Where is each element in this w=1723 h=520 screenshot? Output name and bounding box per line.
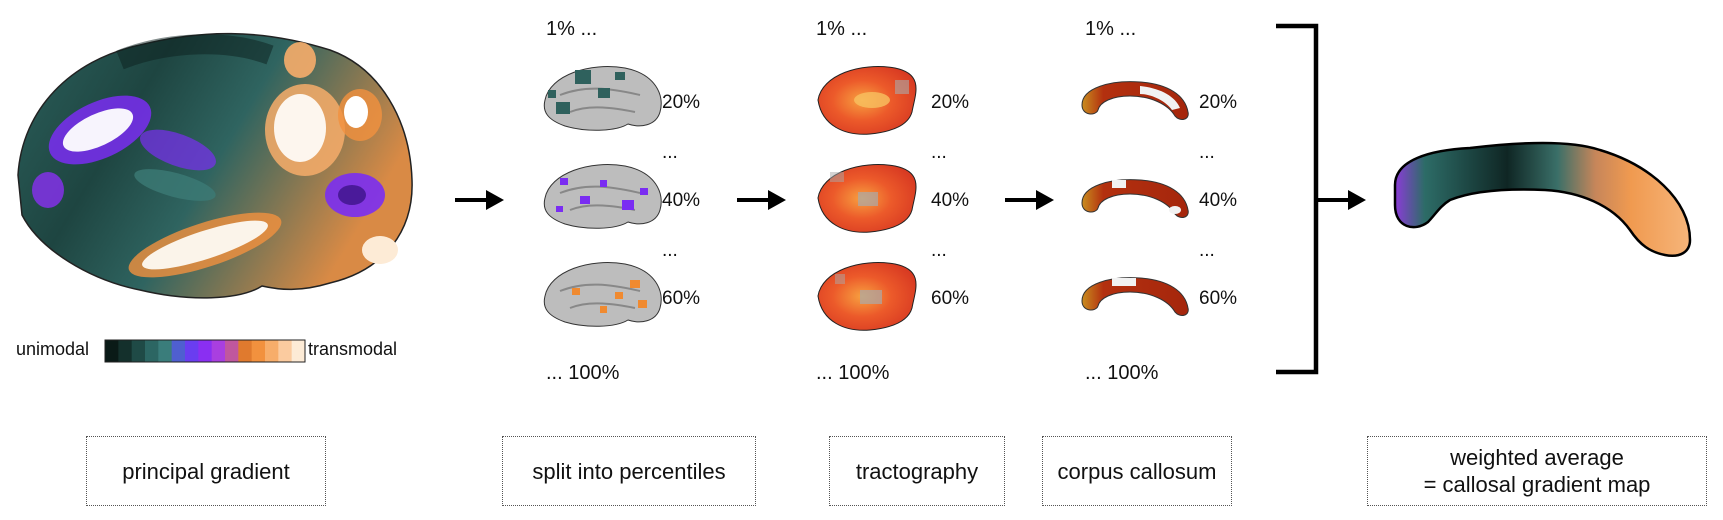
- arrow-1: [455, 190, 504, 210]
- pct-40-label-2: 40%: [931, 190, 970, 211]
- arrow-3: [1005, 190, 1054, 210]
- legend-swatch: [118, 340, 133, 362]
- legend-swatch: [265, 340, 279, 362]
- callosal-gradient-map: [1393, 141, 1692, 257]
- tractography-20: [817, 66, 917, 135]
- pct-20-label-1: 20%: [662, 92, 701, 113]
- legend-swatch: [238, 340, 253, 362]
- pct-60-label-2: 60%: [931, 288, 970, 309]
- tractography-60: [817, 262, 917, 331]
- legend-colorbar: [104, 339, 306, 363]
- legend-swatch: [171, 340, 186, 362]
- ellipsis-3b: ...: [1199, 240, 1215, 261]
- legend-border: [104, 339, 306, 363]
- caption-weighted-average-line-2: = callosal gradient map: [1423, 472, 1651, 497]
- callosum-20: [1081, 81, 1189, 120]
- legend-high-label: transmodal: [308, 339, 398, 359]
- legend-low-label: unimodal: [16, 339, 90, 359]
- percentile-brains: [543, 66, 662, 327]
- legend-swatch: [145, 340, 159, 362]
- corpus-callosum-images: [1081, 81, 1189, 316]
- percentile-brain-60: [543, 262, 662, 327]
- legend-swatch: [131, 340, 146, 362]
- tractography-40: [817, 164, 917, 233]
- first-percentile-label-1: 1% ...: [546, 18, 598, 40]
- legend-swatch: [105, 340, 119, 362]
- pct-20-label-2: 20%: [931, 92, 970, 113]
- ellipsis-1a: ...: [662, 142, 678, 163]
- percentile-brain-40: [543, 164, 662, 229]
- caption-corpus-callosum: corpus callosum: [1042, 436, 1232, 506]
- principal-gradient-brain: [17, 32, 413, 299]
- pct-60-label-3: 60%: [1199, 288, 1238, 309]
- caption-tractography: tractography: [829, 436, 1005, 506]
- legend-swatch: [251, 340, 266, 362]
- arrow-4: [1317, 190, 1366, 210]
- bracket: [1276, 23, 1319, 375]
- caption-split-percentiles-text: split into percentiles: [532, 458, 726, 484]
- pct-60-label-1: 60%: [662, 288, 701, 309]
- legend-swatch: [291, 340, 306, 362]
- ellipsis-1b: ...: [662, 240, 678, 261]
- last-percentile-label-1: ... 100%: [546, 362, 620, 384]
- ellipsis-2b: ...: [931, 240, 947, 261]
- callosum-60: [1081, 277, 1189, 316]
- legend-swatch: [225, 340, 239, 362]
- pct-40-label-1: 40%: [662, 190, 701, 211]
- caption-corpus-callosum-text: corpus callosum: [1057, 458, 1217, 484]
- callosum-40: [1081, 179, 1189, 218]
- last-percentile-label-2: ... 100%: [816, 362, 890, 384]
- ellipsis-3a: ...: [1199, 142, 1215, 163]
- legend-swatch: [278, 340, 293, 362]
- pct-20-label-3: 20%: [1199, 92, 1238, 113]
- caption-split-percentiles: split into percentiles: [502, 436, 756, 506]
- caption-weighted-average-line-1: weighted average: [1450, 445, 1624, 470]
- first-percentile-label-3: 1% ...: [1085, 18, 1137, 40]
- tractography-images: [817, 66, 917, 331]
- arrow-2: [737, 190, 786, 210]
- first-percentile-label-2: 1% ...: [816, 18, 868, 40]
- caption-principal-gradient: principal gradient: [86, 436, 326, 506]
- pct-40-label-3: 40%: [1199, 190, 1238, 211]
- caption-weighted-average: weighted average = callosal gradient map: [1367, 436, 1707, 506]
- legend-swatch: [211, 340, 226, 362]
- caption-tractography-text: tractography: [855, 458, 979, 484]
- legend-swatch: [198, 340, 213, 362]
- legend-swatch: [158, 340, 173, 362]
- last-percentile-label-3: ... 100%: [1085, 362, 1159, 384]
- percentile-brain-20: [543, 66, 662, 131]
- legend-swatch: [185, 340, 199, 362]
- ellipsis-2a: ...: [931, 142, 947, 163]
- caption-principal-gradient-text: principal gradient: [122, 458, 290, 484]
